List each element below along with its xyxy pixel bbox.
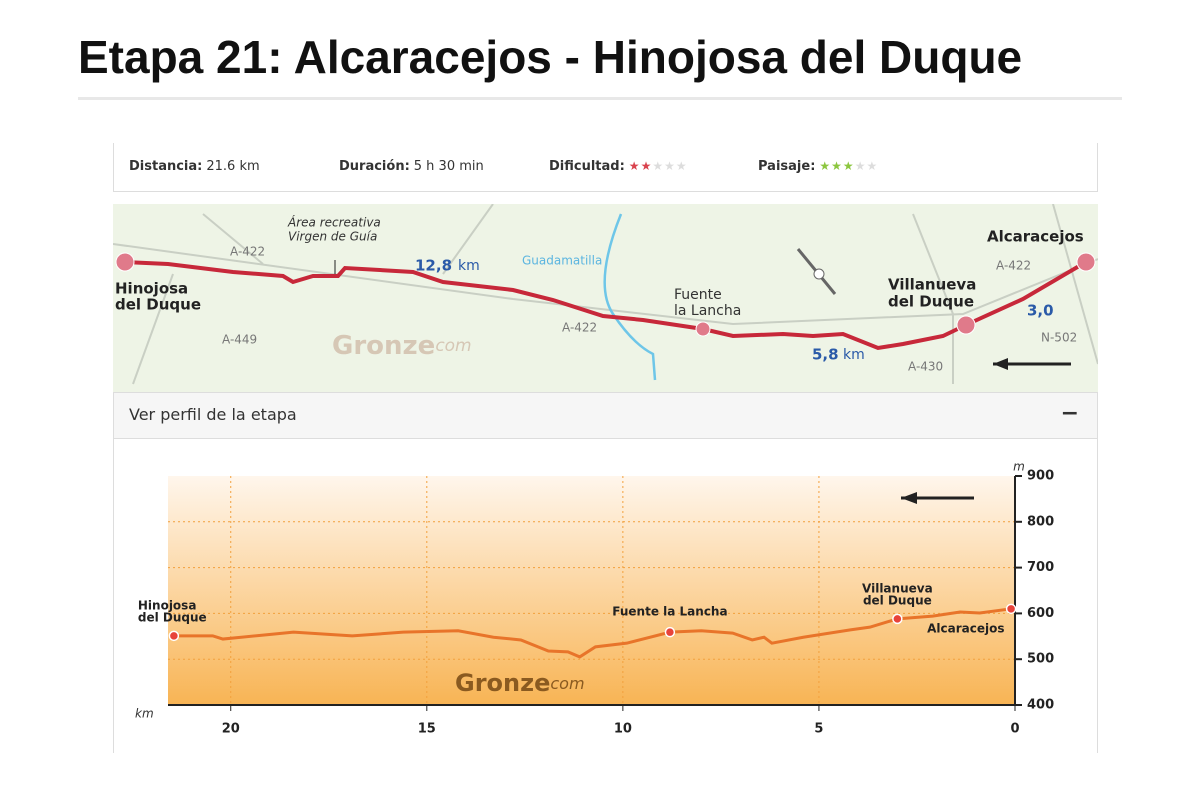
- map-label: la Lancha: [674, 303, 741, 319]
- waypoint-label: Alcaracejos: [927, 621, 1004, 635]
- stats-bar: Distancia: 21.6 km Duración: 5 h 30 min Difi…: [113, 143, 1098, 192]
- chart-logo: Gronzecom: [455, 669, 585, 697]
- x-axis-unit: km: [135, 707, 154, 721]
- stat-label: Dificultad:: [549, 159, 625, 174]
- star: ★: [652, 159, 665, 173]
- map-label: A-422: [562, 321, 597, 335]
- y-axis-unit: m: [1013, 460, 1025, 474]
- stat-value: 5 h 30 min: [413, 159, 484, 174]
- map-label: Guadamatilla: [522, 254, 602, 268]
- waypoint-label: del Duque: [138, 610, 207, 624]
- map-label: Fuente: [674, 287, 722, 303]
- map-label: Área recreativa: [287, 215, 381, 230]
- x-tick-label: 15: [418, 722, 436, 737]
- map-label: A-449: [222, 333, 257, 347]
- star: ★: [628, 159, 641, 173]
- toggle-button[interactable]: −: [1060, 401, 1079, 426]
- logo-text: Gronze: [455, 669, 550, 697]
- waypoint: [1005, 603, 1017, 615]
- map-label: km: [458, 258, 480, 274]
- map-label: N-502: [1041, 331, 1077, 345]
- map-label: A-430: [908, 360, 943, 374]
- map-label: A-422: [230, 245, 265, 259]
- star: ★: [854, 159, 867, 173]
- y-tick-label: 900: [1027, 469, 1054, 484]
- map-label: 12,8: [415, 257, 452, 275]
- stat-label: Paisaje:: [758, 159, 816, 174]
- waypoint: [892, 613, 903, 625]
- y-tick-label: 700: [1027, 560, 1054, 575]
- map-logo: Gronzecom: [332, 331, 472, 361]
- star: ★: [640, 159, 653, 173]
- profile-box: 400 500 600 700 800 900 20 15 10 5 0 m km Gronzecom Hi…: [113, 438, 1098, 753]
- logo-suffix: com: [435, 336, 471, 356]
- map-label: 5,8: [812, 346, 839, 364]
- stat-label: Distancia:: [129, 159, 203, 174]
- divider: [78, 97, 1122, 100]
- plot-area: [168, 476, 1015, 705]
- star: ★: [831, 159, 843, 173]
- stat: Duración: 5 h 30 min: [339, 159, 484, 174]
- x-tick-label: 20: [222, 722, 240, 737]
- waypoint-label: del Duque: [863, 593, 932, 607]
- elevation-chart: 400 500 600 700 800 900 20 15 10 5 0 m km Gronzecom Hi…: [135, 460, 1054, 737]
- map-label: A-422: [996, 259, 1031, 273]
- waypoint: [664, 626, 676, 638]
- waypoint-label: Villanueva: [862, 581, 933, 595]
- logo-suffix: com: [550, 674, 584, 693]
- x-tick-label: 5: [814, 722, 823, 737]
- stat-label: Duración:: [339, 159, 410, 174]
- panel-title: Ver perfil de la etapa: [129, 405, 297, 424]
- stat: Dificultad: ★★★★★: [549, 159, 688, 174]
- profile-header[interactable]: Ver perfil de la etapa −: [113, 392, 1098, 439]
- stat: Paisaje: ★★★★★: [758, 159, 878, 174]
- map-label: 3,0: [1027, 302, 1054, 320]
- waypoint-label: Hinojosa: [138, 598, 197, 612]
- map-label: Villanueva: [888, 276, 976, 294]
- map-label: Alcaracejos: [987, 228, 1084, 246]
- y-tick-label: 600: [1027, 606, 1054, 621]
- stat-value: 21.6 km: [206, 159, 260, 174]
- star: ★: [842, 159, 855, 173]
- y-tick-label: 800: [1027, 514, 1054, 529]
- waypoint-label: Fuente la Lancha: [612, 605, 727, 619]
- x-tick-label: 0: [1010, 722, 1019, 737]
- x-tick-label: 10: [614, 722, 632, 737]
- map-label: Virgen de Guía: [288, 230, 377, 244]
- map-label: del Duque: [888, 293, 974, 311]
- y-tick-label: 500: [1027, 652, 1054, 667]
- map-label: del Duque: [115, 296, 201, 314]
- star: ★: [664, 159, 676, 173]
- stat: Distancia: 21.6 km: [129, 159, 260, 174]
- waypoint: [168, 630, 180, 642]
- profile-line: [173, 607, 1012, 659]
- y-tick-label: 400: [1027, 698, 1054, 713]
- star: ★: [819, 159, 832, 173]
- logo-text: Gronze: [332, 331, 435, 361]
- map-label: km: [843, 347, 865, 363]
- page-title: Etapa 21: Alcaracejos - Hinojosa del Duq…: [78, 31, 1023, 83]
- star: ★: [866, 159, 879, 173]
- star: ★: [675, 159, 688, 173]
- map-label: Hinojosa: [115, 280, 188, 298]
